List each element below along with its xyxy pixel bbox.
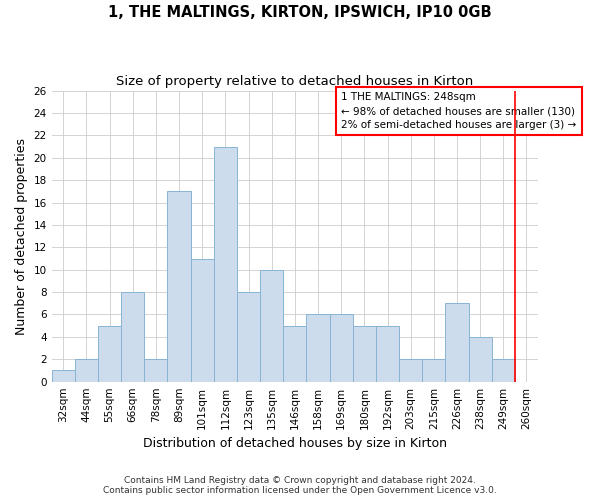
Bar	[376, 326, 399, 382]
Bar	[191, 258, 214, 382]
Bar	[307, 314, 329, 382]
Bar	[167, 192, 191, 382]
Bar	[214, 146, 237, 382]
Text: 1 THE MALTINGS: 248sqm
← 98% of detached houses are smaller (130)
2% of semi-det: 1 THE MALTINGS: 248sqm ← 98% of detached…	[341, 92, 577, 130]
Bar	[121, 292, 145, 382]
Bar	[260, 270, 283, 382]
Bar	[75, 360, 98, 382]
Bar	[445, 304, 469, 382]
Text: 1, THE MALTINGS, KIRTON, IPSWICH, IP10 0GB: 1, THE MALTINGS, KIRTON, IPSWICH, IP10 0…	[108, 5, 492, 20]
X-axis label: Distribution of detached houses by size in Kirton: Distribution of detached houses by size …	[143, 437, 447, 450]
Bar	[329, 314, 353, 382]
Bar	[98, 326, 121, 382]
Bar	[353, 326, 376, 382]
Bar	[469, 337, 492, 382]
Y-axis label: Number of detached properties: Number of detached properties	[15, 138, 28, 334]
Title: Size of property relative to detached houses in Kirton: Size of property relative to detached ho…	[116, 75, 473, 88]
Text: Contains HM Land Registry data © Crown copyright and database right 2024.
Contai: Contains HM Land Registry data © Crown c…	[103, 476, 497, 495]
Bar	[52, 370, 75, 382]
Bar	[283, 326, 307, 382]
Bar	[422, 360, 445, 382]
Bar	[399, 360, 422, 382]
Bar	[237, 292, 260, 382]
Bar	[145, 360, 167, 382]
Bar	[492, 360, 515, 382]
